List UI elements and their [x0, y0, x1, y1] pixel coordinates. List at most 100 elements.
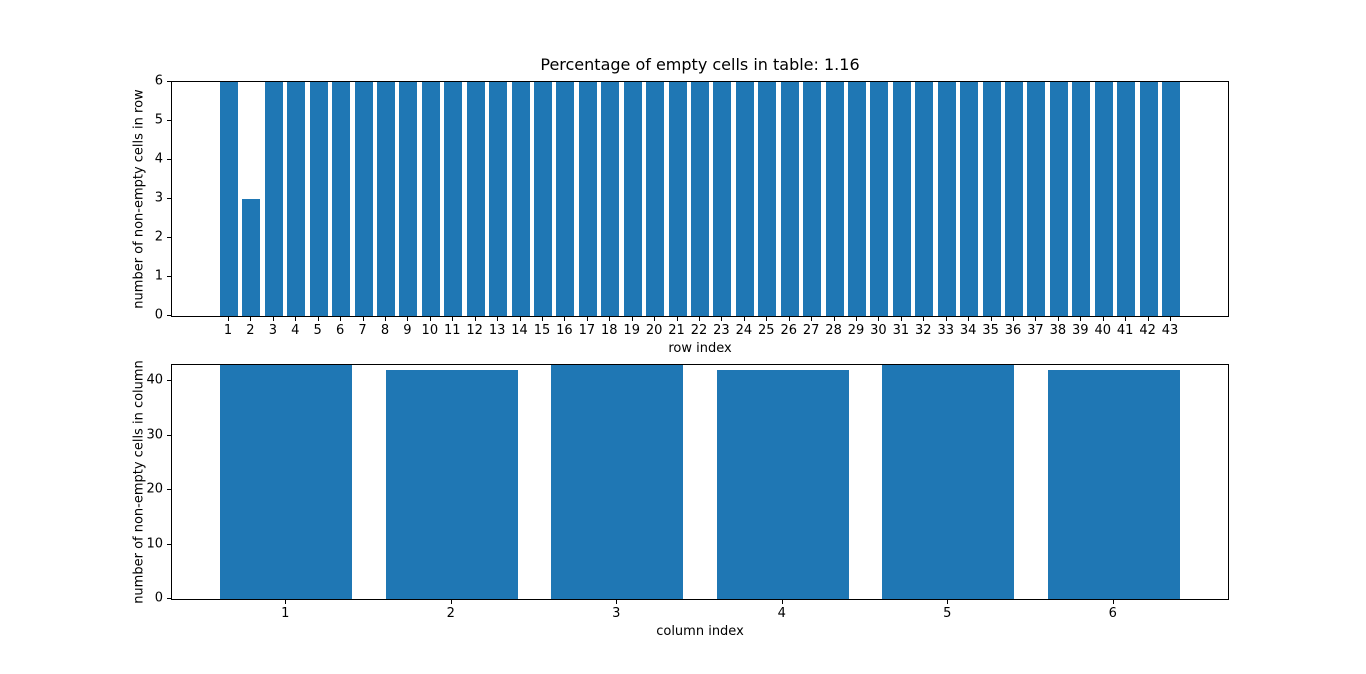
- x-tick-label: 29: [847, 323, 865, 338]
- x-tick-mark: [1080, 317, 1082, 321]
- bar-32: [915, 82, 934, 316]
- x-tick-mark: [317, 317, 319, 321]
- x-tick-label: 28: [825, 323, 842, 338]
- y-tick-label: 3: [154, 190, 163, 206]
- x-axis-ticks: 1 2 3 4 5 6 7 8 9 10 11 12 13 14 15 16 17 18 19 20 21 22 23 24 2…: [171, 317, 1229, 347]
- bar-2: [385, 370, 518, 599]
- x-tick-label: 17: [578, 323, 596, 338]
- x-tick-label: 40: [1094, 323, 1112, 338]
- bar-28: [825, 82, 844, 316]
- x-tick-label: 31: [892, 323, 910, 338]
- bar-29: [848, 82, 866, 316]
- x-tick-mark: [497, 317, 499, 321]
- bar-20: [646, 82, 665, 316]
- y-tick-mark: [167, 81, 171, 82]
- x-tick-label: 33: [937, 323, 954, 338]
- x-tick-mark: [384, 317, 386, 321]
- bar-43: [1162, 82, 1180, 316]
- x-tick-label: 20: [645, 323, 663, 338]
- x-tick-mark: [541, 317, 543, 321]
- x-tick-label: 18: [600, 323, 618, 338]
- bar-26: [780, 82, 799, 316]
- chart-title: Percentage of empty cells in table: 1.16: [540, 55, 860, 74]
- x-tick-label: 26: [780, 323, 797, 338]
- x-tick-label: 3: [268, 323, 277, 338]
- bar-8: [377, 82, 395, 316]
- x-tick-label: 10: [421, 323, 439, 338]
- bar-7: [354, 82, 373, 316]
- x-tick-mark: [429, 317, 431, 321]
- x-tick-label: 19: [623, 323, 640, 338]
- x-tick-mark: [340, 317, 342, 321]
- y-axis-ticks: 0 10 20 30 40: [111, 364, 171, 605]
- x-axis-label: column index: [656, 624, 744, 639]
- bar-31: [892, 82, 911, 316]
- x-tick-mark: [474, 317, 476, 321]
- x-tick-label: 7: [358, 323, 367, 338]
- x-tick-label: 36: [1004, 323, 1022, 338]
- y-axis-ticks: 0 1 2 3 4 5 6: [111, 75, 171, 322]
- bar-21: [668, 82, 687, 316]
- x-tick-mark: [947, 600, 949, 604]
- bar-4: [287, 82, 306, 316]
- x-tick-label: 32: [915, 323, 932, 338]
- bar-10: [421, 82, 440, 316]
- bar-11: [444, 82, 463, 316]
- y-tick-label: 4: [154, 151, 163, 167]
- bar-42: [1139, 82, 1158, 316]
- x-tick-label: 11: [443, 323, 461, 338]
- row-nonempty-chart: Percentage of empty cells in table: 1.16…: [132, 55, 1229, 356]
- x-tick-label: 27: [802, 323, 820, 338]
- x-tick-label: 43: [1161, 323, 1179, 338]
- x-tick-label: 6: [1108, 606, 1117, 621]
- y-tick-label: 10: [146, 536, 163, 552]
- x-tick-label: 25: [758, 323, 775, 338]
- x-tick-label: 1: [281, 606, 290, 621]
- x-tick-label: 41: [1116, 323, 1134, 338]
- x-tick-mark: [519, 317, 521, 321]
- x-tick-label: 22: [690, 323, 708, 338]
- y-tick-label: 20: [146, 481, 163, 497]
- x-tick-label: 38: [1049, 323, 1067, 338]
- y-tick-mark: [167, 489, 171, 491]
- x-tick-mark: [227, 317, 229, 321]
- bar-13: [489, 82, 508, 316]
- y-tick-mark: [167, 598, 171, 599]
- x-tick-mark: [699, 317, 700, 321]
- bar-14: [511, 82, 530, 316]
- x-tick-label: 12: [466, 323, 483, 338]
- y-tick-mark: [167, 159, 171, 160]
- x-tick-label: 39: [1072, 323, 1089, 338]
- x-tick-mark: [1170, 317, 1172, 321]
- bar-1: [220, 82, 238, 316]
- y-tick-mark: [167, 380, 171, 382]
- x-tick-mark: [407, 317, 409, 321]
- y-tick-label: 5: [154, 112, 163, 128]
- x-tick-mark: [676, 317, 678, 321]
- bar-5: [309, 82, 328, 316]
- bar-2: [242, 199, 261, 316]
- x-tick-mark: [990, 317, 992, 321]
- y-tick-mark: [167, 315, 171, 316]
- x-tick-label: 9: [403, 323, 412, 338]
- bar-3: [551, 365, 684, 599]
- bar-15: [534, 82, 552, 316]
- x-tick-mark: [788, 317, 790, 321]
- y-tick-label: 6: [154, 73, 163, 89]
- x-tick-label: 5: [943, 606, 952, 621]
- x-axis-ticks: 1 2 3 4 5 6: [171, 600, 1229, 630]
- x-tick-mark: [721, 317, 723, 321]
- x-tick-label: 37: [1027, 323, 1044, 338]
- x-tick-mark: [616, 600, 618, 604]
- bar-18: [601, 82, 620, 316]
- x-tick-mark: [781, 600, 783, 604]
- bar-12: [466, 82, 485, 316]
- x-tick-label: 4: [777, 606, 786, 621]
- bar-3: [264, 82, 283, 316]
- x-tick-mark: [1147, 317, 1149, 321]
- x-tick-mark: [900, 317, 902, 321]
- x-tick-mark: [1112, 600, 1114, 604]
- x-tick-mark: [878, 317, 880, 321]
- x-tick-mark: [450, 600, 452, 604]
